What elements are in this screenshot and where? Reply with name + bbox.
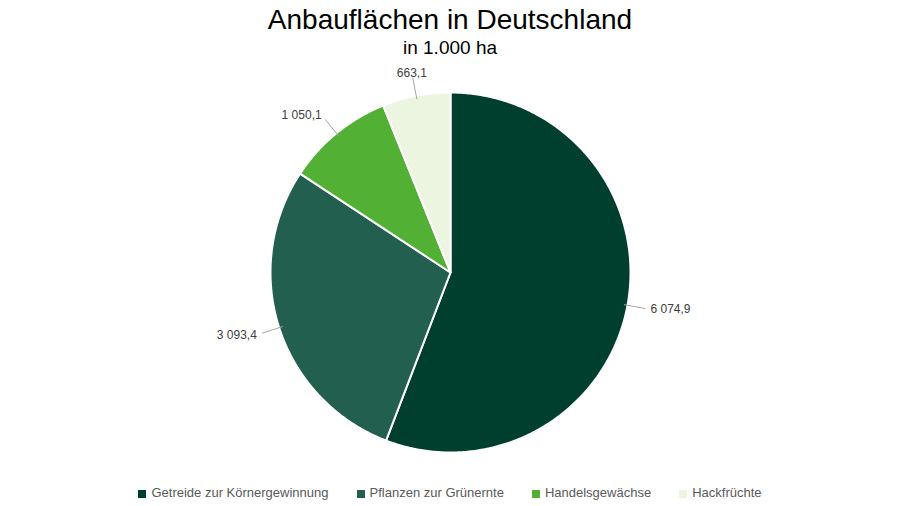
html-text:in 1.000 ha: in 1.000 ha — [403, 37, 497, 58]
svg-text:3 093,4: 3 093,4 — [217, 328, 257, 342]
html-text:Pflanzen zur Grünernte: Pflanzen zur Grünernte — [369, 485, 504, 500]
html-text:Anbauflächen in Deutschland: Anbauflächen in Deutschland — [267, 4, 633, 35]
html-text:Handelsgewächse: Handelsgewächse — [544, 485, 652, 500]
svg-text:663,1: 663,1 — [397, 66, 427, 80]
html-text:Hackfrüchte: Hackfrüchte — [692, 485, 762, 500]
svg-text:1 050,1: 1 050,1 — [282, 108, 322, 122]
svg-text:6 074,9: 6 074,9 — [651, 302, 691, 316]
html-text:Getreide zur Körnergewinnung: Getreide zur Körnergewinnung — [151, 485, 329, 500]
